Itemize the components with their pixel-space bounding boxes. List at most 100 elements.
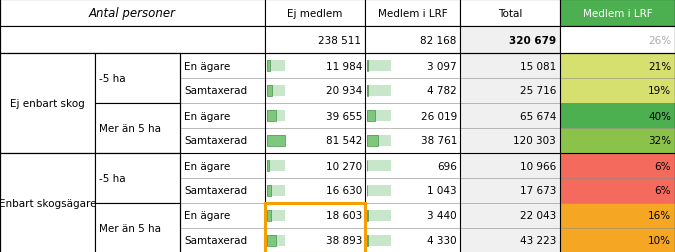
Text: 25 716: 25 716 [520,86,556,96]
Bar [267,61,285,72]
Text: 26 019: 26 019 [421,111,457,121]
Bar [265,0,365,27]
Bar [460,203,560,228]
Bar [560,129,675,153]
Text: 26%: 26% [648,35,671,45]
Bar [267,210,271,221]
Bar [265,79,365,104]
Bar [95,153,180,203]
Bar [267,110,285,122]
Text: 3 097: 3 097 [427,61,457,71]
Text: 40%: 40% [648,111,671,121]
Text: Samtaxerad: Samtaxerad [184,86,247,96]
Bar [267,235,285,246]
Bar [365,79,460,104]
Bar [267,85,271,97]
Bar [265,203,365,252]
Text: 32%: 32% [648,136,671,146]
Text: 16%: 16% [648,211,671,220]
Bar [180,178,265,203]
Text: 3 440: 3 440 [427,211,457,220]
Text: 696: 696 [437,161,457,171]
Text: Mer än 5 ha: Mer än 5 ha [99,123,161,134]
Bar [560,203,675,228]
Text: Medlem i LRF: Medlem i LRF [583,9,652,18]
Text: 238 511: 238 511 [318,35,361,45]
Bar [265,153,365,178]
Text: Samtaxerad: Samtaxerad [184,236,247,245]
Text: 65 674: 65 674 [520,111,556,121]
Bar [180,153,265,178]
Bar [267,110,276,122]
Bar [365,129,460,153]
Bar [560,79,675,104]
Bar [367,235,369,246]
Text: En ägare: En ägare [184,161,230,171]
Bar [267,135,285,147]
Bar [267,185,285,196]
Bar [267,185,271,196]
Bar [95,104,180,153]
Bar [180,228,265,252]
Text: 10 966: 10 966 [520,161,556,171]
Bar [560,27,675,54]
Text: Enbart skogsägare: Enbart skogsägare [0,198,97,208]
Bar [367,85,369,97]
Bar [460,178,560,203]
Bar [560,0,675,27]
Bar [367,110,391,122]
Bar [460,0,560,27]
Text: 18 603: 18 603 [326,211,362,220]
Bar [0,153,95,252]
Bar [265,228,365,252]
Bar [367,235,391,246]
Text: 38 761: 38 761 [421,136,457,146]
Bar [367,135,391,147]
Bar [180,54,265,79]
Bar [365,203,460,228]
Text: En ägare: En ägare [184,211,230,220]
Bar [460,153,560,178]
Text: 81 542: 81 542 [325,136,362,146]
Text: -5 ha: -5 ha [99,173,126,183]
Text: 16 630: 16 630 [326,186,362,196]
Bar [267,235,275,246]
Text: 120 303: 120 303 [513,136,556,146]
Bar [367,135,378,147]
Text: En ägare: En ägare [184,111,230,121]
Bar [180,203,265,228]
Bar [560,178,675,203]
Text: 39 655: 39 655 [325,111,362,121]
Bar [365,178,460,203]
Text: Mer än 5 ha: Mer än 5 ha [99,223,161,233]
Bar [267,160,269,171]
Bar [365,153,460,178]
Text: 4 330: 4 330 [427,236,457,245]
Text: 6%: 6% [655,186,671,196]
Text: 82 168: 82 168 [420,35,456,45]
Bar [365,27,460,54]
Bar [365,0,460,27]
Text: 10 270: 10 270 [326,161,362,171]
Bar [265,178,365,203]
Bar [180,104,265,129]
Bar [367,185,391,196]
Text: 11 984: 11 984 [325,61,362,71]
Text: Total: Total [498,9,522,18]
Bar [460,54,560,79]
Text: 22 043: 22 043 [520,211,556,220]
Text: 43 223: 43 223 [520,236,556,245]
Bar [267,135,285,147]
Bar [460,27,560,54]
Bar [367,160,391,171]
Bar [0,54,95,153]
Text: -5 ha: -5 ha [99,74,126,84]
Text: 4 782: 4 782 [427,86,457,96]
Bar [367,210,391,221]
Bar [560,104,675,129]
Text: 15 081: 15 081 [520,61,556,71]
Bar [265,27,365,54]
Text: 6%: 6% [655,161,671,171]
Text: En ägare: En ägare [184,61,230,71]
Bar [265,54,365,79]
